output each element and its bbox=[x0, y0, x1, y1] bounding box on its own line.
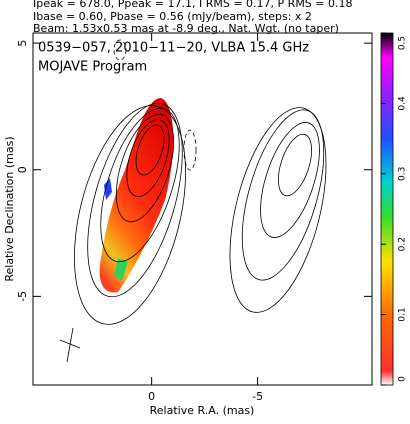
colorbar-tick-label: 0 bbox=[398, 376, 408, 382]
y-tick-label: 5 bbox=[16, 40, 29, 47]
colorbar-tick-label: 0.3 bbox=[398, 167, 408, 181]
x-tick-label: 0 bbox=[148, 390, 155, 403]
x-axis-label: Relative R.A. (mas) bbox=[150, 404, 255, 417]
y-tick-label: 0 bbox=[16, 166, 29, 173]
x-tick-label: -5 bbox=[252, 390, 263, 403]
plot-frame bbox=[32, 32, 373, 386]
header-line: Ipeak = 678.0, Ppeak = 17.1, I RMS = 0.1… bbox=[33, 0, 353, 10]
colorbar bbox=[380, 32, 394, 386]
map-title: 0539−057, 2010−11−20, VLBA 15.4 GHz bbox=[38, 41, 309, 56]
contours bbox=[59, 39, 327, 363]
header-line: Beam: 1.53x0.53 mas at -8.9 deg., Nat. W… bbox=[33, 22, 339, 35]
total-intensity-image bbox=[99, 98, 174, 293]
colorbar-tick-label: 0.2 bbox=[398, 237, 408, 251]
colorbar-tick-label: 0.1 bbox=[398, 307, 408, 321]
colorbar-tick-label: 0.5 bbox=[398, 36, 408, 50]
colorbar-tick-label: 0.4 bbox=[398, 96, 408, 111]
y-tick-label: -5 bbox=[16, 291, 29, 302]
header-line: Ibase = 0.60, Pbase = 0.56 (mJy/beam), s… bbox=[33, 10, 312, 23]
map-subtitle: MOJAVE Program bbox=[38, 60, 147, 75]
y-axis-label: Relative Declination (mas) bbox=[3, 136, 16, 281]
